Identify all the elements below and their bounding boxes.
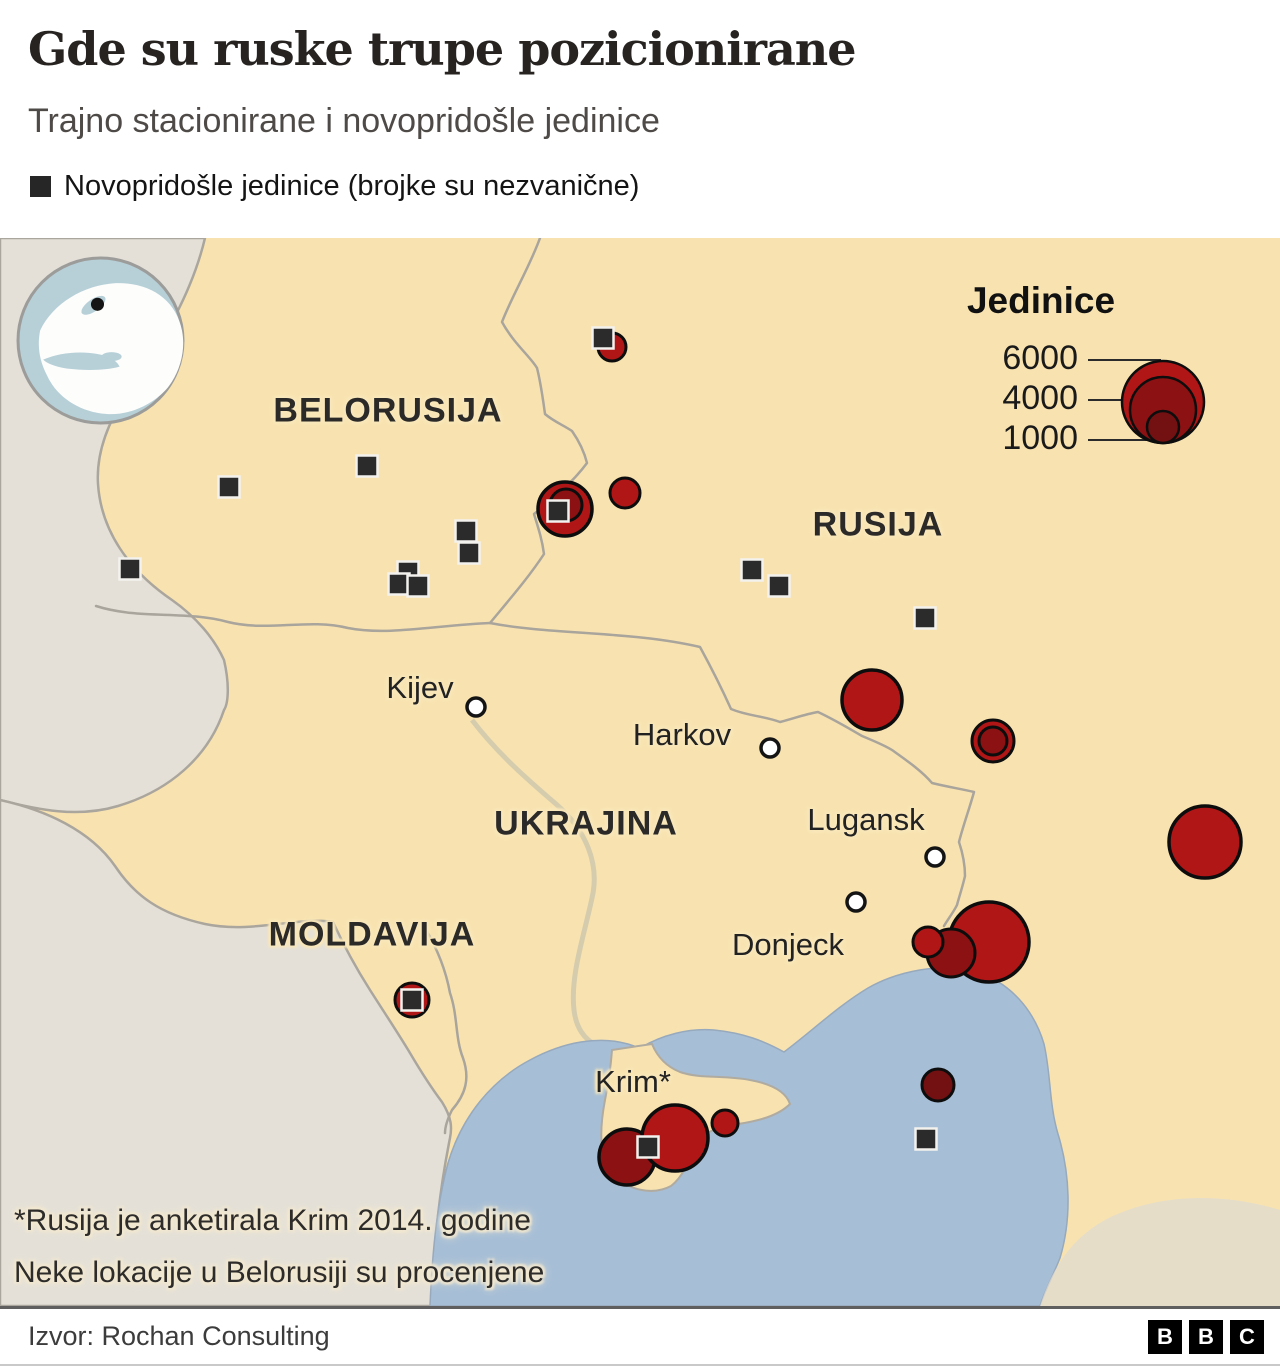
- new-unit-square: [740, 558, 764, 582]
- bbc-logo-block: C: [1230, 1319, 1264, 1354]
- border-belarus-ukraine: [94, 604, 492, 633]
- legend-value-1000: 1000: [1002, 419, 1078, 457]
- globe-icon: [16, 256, 185, 425]
- city-label-lugansk: Lugansk: [807, 802, 925, 837]
- border-ukraine-russia: [488, 621, 976, 928]
- country-label-rusija: RUSIJA: [812, 505, 944, 544]
- globe-black-sea: [101, 352, 122, 362]
- legend-size-circle: [1145, 409, 1181, 445]
- bbc-logo-block: B: [1189, 1319, 1223, 1354]
- city-dots-layer: [465, 696, 946, 913]
- city-label-harkov: Harkov: [632, 717, 732, 752]
- size-legend-title: Jedinice: [966, 280, 1116, 321]
- city-dot: [924, 846, 946, 868]
- region-gray-southwest: [0, 798, 453, 1306]
- legend-value-4000: 4000: [1002, 379, 1078, 417]
- new-unit-square: [355, 454, 379, 478]
- country-label-moldavija: MOLDAVIJA: [268, 915, 476, 954]
- footnote-1: *Rusija je anketirala Krim 2014. godine: [14, 1204, 531, 1237]
- page-title: Gde su ruske trupe pozicionirane: [28, 22, 856, 76]
- source-credit: Izvor: Rochan Consulting: [28, 1321, 330, 1351]
- region-label-krim: Krim*: [595, 1064, 671, 1099]
- header: Gde su ruske trupe pozicionirane Trajno …: [0, 0, 1280, 238]
- new-unit-square: [913, 606, 937, 630]
- bbc-logo-block: B: [1148, 1319, 1182, 1354]
- unit-circle: [608, 476, 642, 510]
- country-borders: [94, 238, 976, 1135]
- new-unit-square: [546, 499, 570, 523]
- globe-location-dot: [90, 297, 105, 311]
- new-unit-square: [454, 519, 478, 543]
- footnote-2: Neke lokacije u Belorusiji su procenjene: [14, 1256, 545, 1289]
- page-subtitle: Trajno stacionirane i novopridošle jedin…: [28, 102, 660, 140]
- city-dot: [759, 737, 781, 759]
- city-dot: [465, 696, 487, 718]
- city-dot: [845, 891, 867, 913]
- city-label-donjeck: Donjeck: [732, 927, 844, 962]
- globe-mediterranean-sea: [43, 352, 120, 370]
- border-moldova-east: [423, 926, 468, 1135]
- globe-land: [38, 283, 184, 415]
- city-label-kijev: Kijev: [386, 670, 454, 705]
- country-label-belorusija: BELORUSIJA: [273, 391, 503, 430]
- new-unit-square: [636, 1135, 660, 1159]
- new-units-square-icon: [30, 176, 51, 197]
- unit-circle: [911, 925, 945, 959]
- new-unit-square: [118, 557, 142, 581]
- new-unit-square: [591, 326, 615, 350]
- map: Jedinice *Rusija je anketirala Krim 2014…: [0, 238, 1280, 1306]
- legend-key: Novopridošle jedinice (brojke su nezvani…: [30, 170, 639, 203]
- new-unit-square: [457, 541, 481, 565]
- size-legend-shapes: [1088, 359, 1206, 445]
- unit-circle: [977, 725, 1009, 757]
- new-unit-square: [767, 574, 791, 598]
- sea-black-sea: [429, 967, 1069, 1306]
- legend-value-6000: 6000: [1002, 339, 1078, 377]
- globe-inset: [15, 255, 186, 426]
- dnieper-river: [470, 718, 597, 1047]
- map-canvas: [0, 238, 1280, 1306]
- unit-circle: [1167, 804, 1243, 880]
- unit-circle: [710, 1108, 740, 1138]
- country-label-ukrajina: UKRAJINA: [494, 804, 678, 843]
- new-unit-square: [914, 1127, 938, 1151]
- unit-circle: [840, 668, 904, 732]
- border-belarus-russia: [488, 238, 589, 625]
- new-unit-squares-layer: [118, 326, 938, 1159]
- unit-circle: [920, 1067, 956, 1103]
- region-caucasus: [1040, 1197, 1280, 1306]
- new-unit-square: [217, 475, 241, 499]
- new-unit-square: [400, 988, 424, 1012]
- new-unit-square: [406, 574, 430, 598]
- legend-key-label: Novopridošle jedinice (brojke su nezvani…: [64, 170, 640, 202]
